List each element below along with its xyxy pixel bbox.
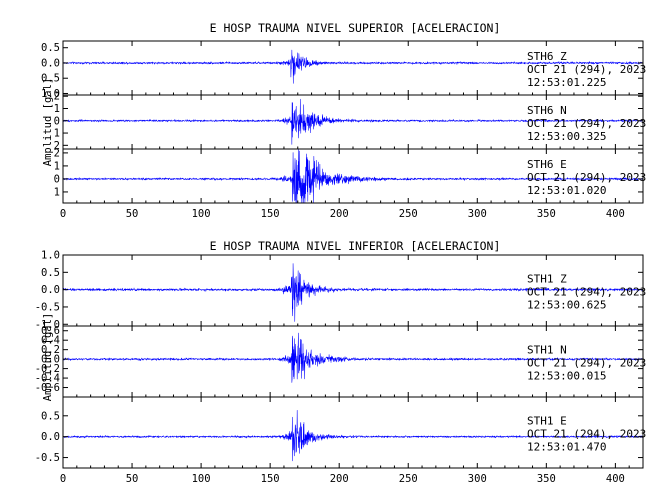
chart-lower-title: E HOSP TRAUMA NIVEL INFERIOR [ACELERACIO… <box>210 239 501 253</box>
y-tick-label: 1 <box>54 186 60 198</box>
station-date: OCT 21 (294), 2023 <box>527 171 646 184</box>
chart-upper: E HOSP TRAUMA NIVEL SUPERIOR [ACELERACIO… <box>41 21 646 220</box>
station-name: STH1 E <box>527 415 567 428</box>
station-name: STH6 Z <box>527 50 567 63</box>
x-tick-label: 350 <box>537 473 556 485</box>
y-tick-label: 0.5 <box>41 73 60 85</box>
y-tick-label: 0.2 <box>41 344 60 356</box>
trace-lower-0 <box>62 263 644 322</box>
station-date: OCT 21 (294), 2023 <box>527 117 646 130</box>
x-tick-label: 0 <box>60 208 66 220</box>
chart-lower-traces <box>62 263 644 462</box>
y-tick-label: -1.0 <box>35 319 60 331</box>
y-tick-label: 1 <box>54 103 60 115</box>
x-tick-label: 400 <box>606 208 625 220</box>
chart-lower-yticks: -1.0-0.50.00.51.0-0.6-0.4-0.20.00.20.40.… <box>35 250 643 464</box>
y-tick-label: 2 <box>54 91 60 103</box>
chart-upper-title: E HOSP TRAUMA NIVEL SUPERIOR [ACELERACIO… <box>210 21 501 35</box>
station-name: STH6 E <box>527 158 567 171</box>
station-date: OCT 21 (294), 2023 <box>527 428 646 441</box>
station-name: STH6 N <box>527 104 567 117</box>
station-time: 12:53:00.325 <box>527 130 606 143</box>
x-tick-label: 350 <box>537 208 556 220</box>
trace-lower-2 <box>62 410 644 462</box>
y-tick-label: 1 <box>54 128 60 140</box>
x-tick-label: 150 <box>261 473 280 485</box>
station-time: 12:53:01.020 <box>527 184 606 197</box>
x-tick-label: 0 <box>60 473 66 485</box>
chart-upper-traces <box>62 49 644 204</box>
x-tick-label: 250 <box>399 208 418 220</box>
y-tick-label: 1.0 <box>41 250 60 262</box>
y-tick-label: 0.0 <box>41 354 60 366</box>
x-tick-label: 50 <box>126 208 139 220</box>
x-tick-label: 300 <box>468 473 487 485</box>
station-name: STH1 Z <box>527 273 567 286</box>
y-tick-label: 1.0 <box>41 88 60 100</box>
x-tick-label: 400 <box>606 473 625 485</box>
station-date: OCT 21 (294), 2023 <box>527 286 646 299</box>
chart-lower-xticks: 0 50 100 150 200 250 300 350 400 <box>60 255 644 485</box>
y-tick-label: 0.6 <box>41 325 60 337</box>
x-tick-label: 150 <box>261 208 280 220</box>
x-tick-label: 50 <box>126 473 139 485</box>
y-tick-label: 0.0 <box>41 431 60 443</box>
x-tick-label: 200 <box>330 473 349 485</box>
x-tick-label: 100 <box>192 473 211 485</box>
y-tick-label: 2 <box>54 147 60 159</box>
y-tick-label: 0.0 <box>41 57 60 69</box>
y-tick-label: 2 <box>54 140 60 152</box>
y-tick-label: -0.6 <box>35 382 60 394</box>
trace-lower-1 <box>62 332 644 383</box>
station-time: 12:53:00.625 <box>527 299 606 312</box>
chart-lower-ylabel: Amplitud [gal] <box>42 313 54 402</box>
y-tick-label: 0.0 <box>41 284 60 296</box>
trace-upper-1 <box>62 98 644 145</box>
station-time: 12:53:01.470 <box>527 441 606 454</box>
y-tick-label: -0.5 <box>35 452 60 464</box>
chart-lower: E HOSP TRAUMA NIVEL INFERIOR [ACELERACIO… <box>35 239 647 485</box>
y-tick-label: -0.5 <box>35 301 60 313</box>
y-tick-label: 0.4 <box>41 335 60 347</box>
y-tick-label: 0 <box>54 173 60 185</box>
y-tick-label: -0.4 <box>35 373 60 385</box>
y-tick-label: 0.5 <box>41 267 60 279</box>
y-tick-label: 0.5 <box>41 42 60 54</box>
trace-upper-2 <box>62 148 644 204</box>
station-time: 12:53:00.015 <box>527 370 606 383</box>
chart-upper-xticks: 0 50 100 150 200 250 300 350 400 <box>60 41 644 220</box>
x-tick-label: 250 <box>399 473 418 485</box>
chart-upper-ylabel: Amplitud [gal] <box>42 78 54 167</box>
y-tick-label: 0.5 <box>41 410 60 422</box>
station-name: STH1 N <box>527 344 567 357</box>
y-tick-label: 0 <box>54 115 60 127</box>
x-tick-label: 100 <box>192 208 211 220</box>
y-tick-label: -0.2 <box>35 363 60 375</box>
station-date: OCT 21 (294), 2023 <box>527 357 646 370</box>
x-tick-label: 300 <box>468 208 487 220</box>
trace-upper-0 <box>62 49 644 84</box>
x-tick-label: 200 <box>330 208 349 220</box>
station-date: OCT 21 (294), 2023 <box>527 63 646 76</box>
station-time: 12:53:01.225 <box>527 76 606 89</box>
y-tick-label: 1 <box>54 160 60 172</box>
